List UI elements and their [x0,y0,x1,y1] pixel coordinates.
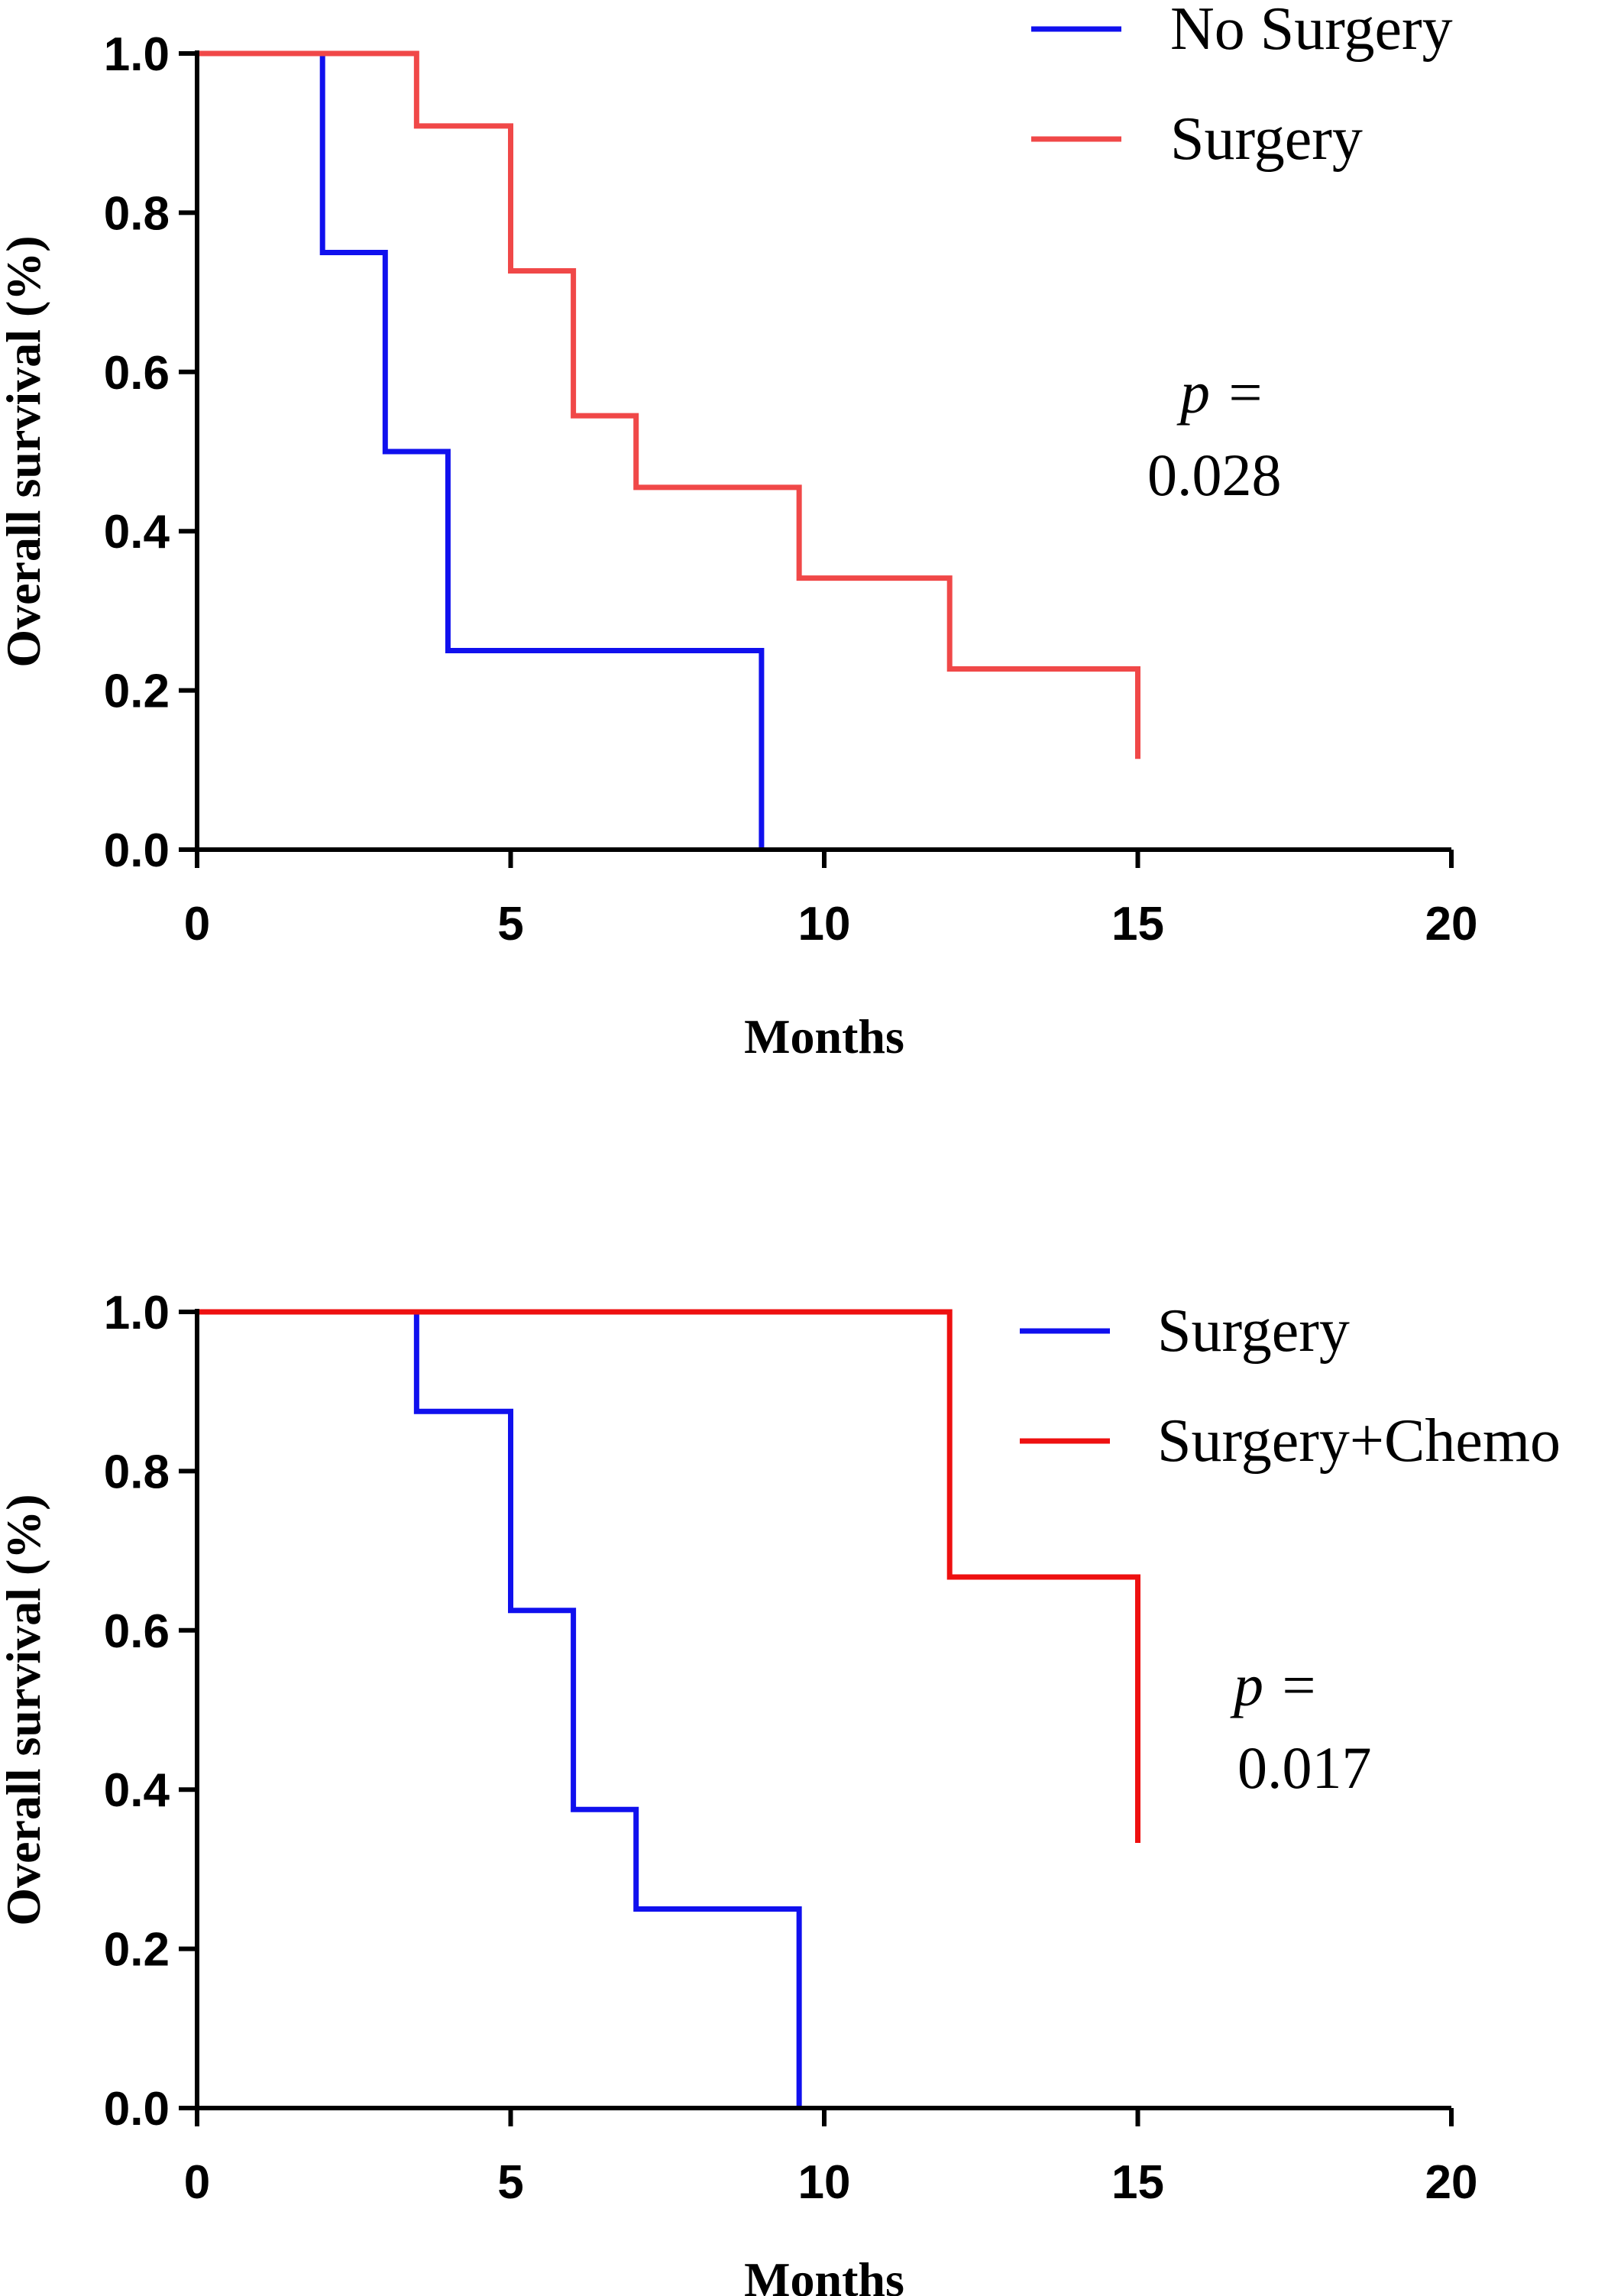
x-axis-title: Months [744,1009,904,1064]
legend: No Surgery Surgery [1031,0,1453,173]
legend-label: Surgery+Chemo [1157,1407,1561,1475]
km-chart-1: 0.0 0.2 0.4 0.6 0.8 1.0 0 5 10 15 20 Months Overall … [0,0,1477,1064]
x-tick-label: 0 [184,898,210,950]
y-tick-label: 0.0 [104,824,170,877]
p-value-label: p = [1176,359,1265,426]
x-tick-label: 10 [798,898,851,950]
p-value-label: p = [1230,1652,1318,1718]
legend: Surgery Surgery+Chemo [1020,1297,1561,1475]
y-tick-label: 0.4 [104,1764,170,1817]
x-tick-label: 20 [1425,898,1478,950]
p-value: 0.017 [1237,1734,1372,1801]
x-axis-title: Months [744,2252,904,2296]
x-tick-label: 15 [1111,2156,1164,2209]
series-line-surgery [197,1309,802,2108]
km-chart-2: 0.0 0.2 0.4 0.6 0.8 1.0 0 5 10 15 20 Months Overall … [0,1287,1561,2296]
series-line-no-surgery [197,50,765,850]
y-tick-label: 0.2 [104,665,170,718]
y-tick-label: 0.8 [104,1446,170,1498]
series-line-surgery-chemo [197,1309,1140,1844]
y-tick-label: 0.6 [104,347,170,400]
legend-label: Surgery [1157,1297,1350,1365]
x-tick-label: 20 [1425,2156,1478,2209]
y-tick-label: 1.0 [104,1287,170,1339]
y-tick-label: 1.0 [104,28,170,81]
y-tick-label: 0.4 [104,506,170,559]
y-tick-label: 0.6 [104,1605,170,1658]
y-axis-title: Overall survival (%) [0,1494,50,1925]
y-tick-label: 0.0 [104,2083,170,2136]
legend-label: Surgery [1170,105,1363,173]
x-tick-label: 5 [497,898,523,950]
y-tick-label: 0.8 [104,187,170,240]
y-axis-title: Overall survival (%) [0,235,50,667]
x-tick-label: 15 [1111,898,1164,950]
x-tick-label: 10 [798,2156,851,2209]
x-tick-label: 0 [184,2156,210,2209]
legend-label: No Surgery [1170,0,1453,63]
series-line-surgery [197,50,1140,759]
y-tick-label: 0.2 [104,1924,170,1977]
x-tick-label: 5 [497,2156,523,2209]
p-value: 0.028 [1147,442,1282,508]
